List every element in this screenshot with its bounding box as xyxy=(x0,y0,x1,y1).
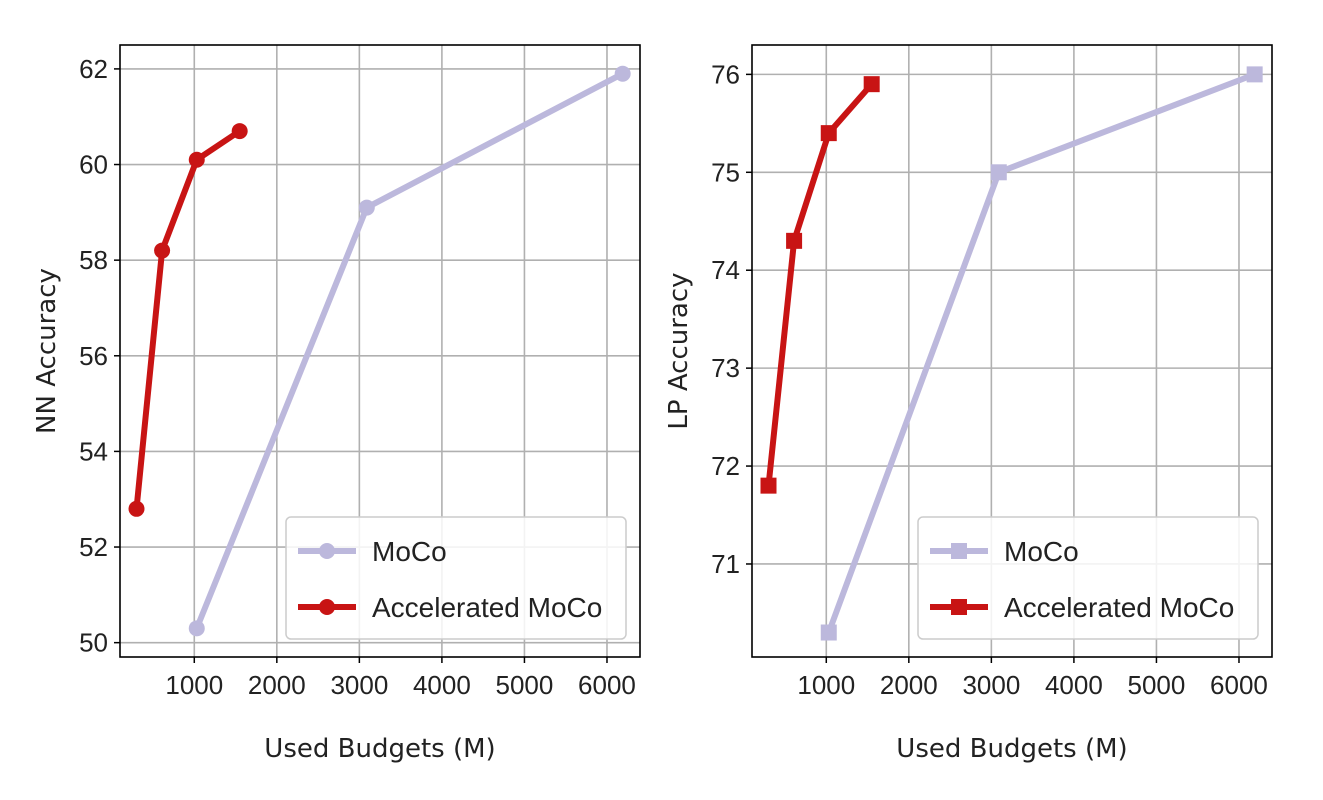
data-point xyxy=(188,620,205,637)
data-point xyxy=(760,477,777,494)
chart-panel-1: 1000 2000 3000 4000 5000 6000 50 52 54 56 58 60 62 Us… xyxy=(32,44,641,764)
y-tick-label: 75 xyxy=(711,157,740,187)
data-point xyxy=(990,164,1007,181)
legend-label: MoCo xyxy=(1004,536,1079,567)
y-tick-label: 76 xyxy=(711,59,740,89)
x-tick-label: 4000 xyxy=(413,670,471,700)
legend-swatch-marker xyxy=(319,543,335,559)
data-point xyxy=(154,242,171,259)
data-point xyxy=(820,125,837,142)
y-tick-label: 58 xyxy=(79,245,108,275)
data-point xyxy=(614,65,631,82)
x-tick-label: 2000 xyxy=(248,670,306,700)
x-tick-label: 4000 xyxy=(1045,670,1103,700)
chart-panel-2: 1000 2000 3000 4000 5000 6000 71 72 73 74 75 76 Used… xyxy=(664,44,1273,764)
y-tick-label: 71 xyxy=(711,549,740,579)
x-tick-label: 1000 xyxy=(797,670,855,700)
x-tick-label: 3000 xyxy=(962,670,1020,700)
x-tick-label: 6000 xyxy=(1210,670,1268,700)
x-tick-label: 1000 xyxy=(165,670,223,700)
legend-swatch-marker xyxy=(951,599,967,615)
y-tick-label: 50 xyxy=(79,628,108,658)
data-point xyxy=(188,151,205,168)
legend-label: MoCo xyxy=(372,536,447,567)
legend-label: Accelerated MoCo xyxy=(1004,592,1234,623)
y-tick-label: 74 xyxy=(711,255,740,285)
data-point xyxy=(358,199,375,216)
x-axis-label: Used Budgets (M) xyxy=(264,734,495,764)
x-tick-label: 3000 xyxy=(330,670,388,700)
x-tick-label: 5000 xyxy=(496,670,554,700)
y-tick-label: 54 xyxy=(79,436,108,466)
x-axis-label: Used Budgets (M) xyxy=(896,734,1127,764)
series-line-2 xyxy=(133,128,243,512)
legend: MoCo Accelerated MoCo xyxy=(917,516,1259,640)
y-tick-label: 73 xyxy=(711,353,740,383)
y-tick-label: 52 xyxy=(79,532,108,562)
legend-swatch-marker xyxy=(319,599,335,615)
x-tick-label: 5000 xyxy=(1128,670,1186,700)
y-tick-label: 62 xyxy=(79,54,108,84)
x-tick-label: 2000 xyxy=(880,670,938,700)
legend-box xyxy=(285,516,627,640)
y-tick-label: 60 xyxy=(79,150,108,180)
data-point xyxy=(786,232,803,249)
legend-swatch-marker xyxy=(951,543,967,559)
x-tick-label: 6000 xyxy=(578,670,636,700)
y-axis-label: NN Accuracy xyxy=(32,268,62,434)
data-point xyxy=(820,624,837,641)
series-line-2 xyxy=(765,81,875,489)
y-axis-label: LP Accuracy xyxy=(664,272,694,429)
data-point xyxy=(1246,66,1263,83)
data-point xyxy=(231,123,248,140)
data-point xyxy=(128,500,145,517)
legend-label: Accelerated MoCo xyxy=(372,592,602,623)
legend: MoCo Accelerated MoCo xyxy=(285,516,627,640)
legend-box xyxy=(917,516,1259,640)
data-point xyxy=(863,76,880,93)
plot-frame xyxy=(751,44,1273,658)
y-tick-label: 56 xyxy=(79,341,108,371)
y-tick-label: 72 xyxy=(711,451,740,481)
plot-frame xyxy=(119,44,641,658)
